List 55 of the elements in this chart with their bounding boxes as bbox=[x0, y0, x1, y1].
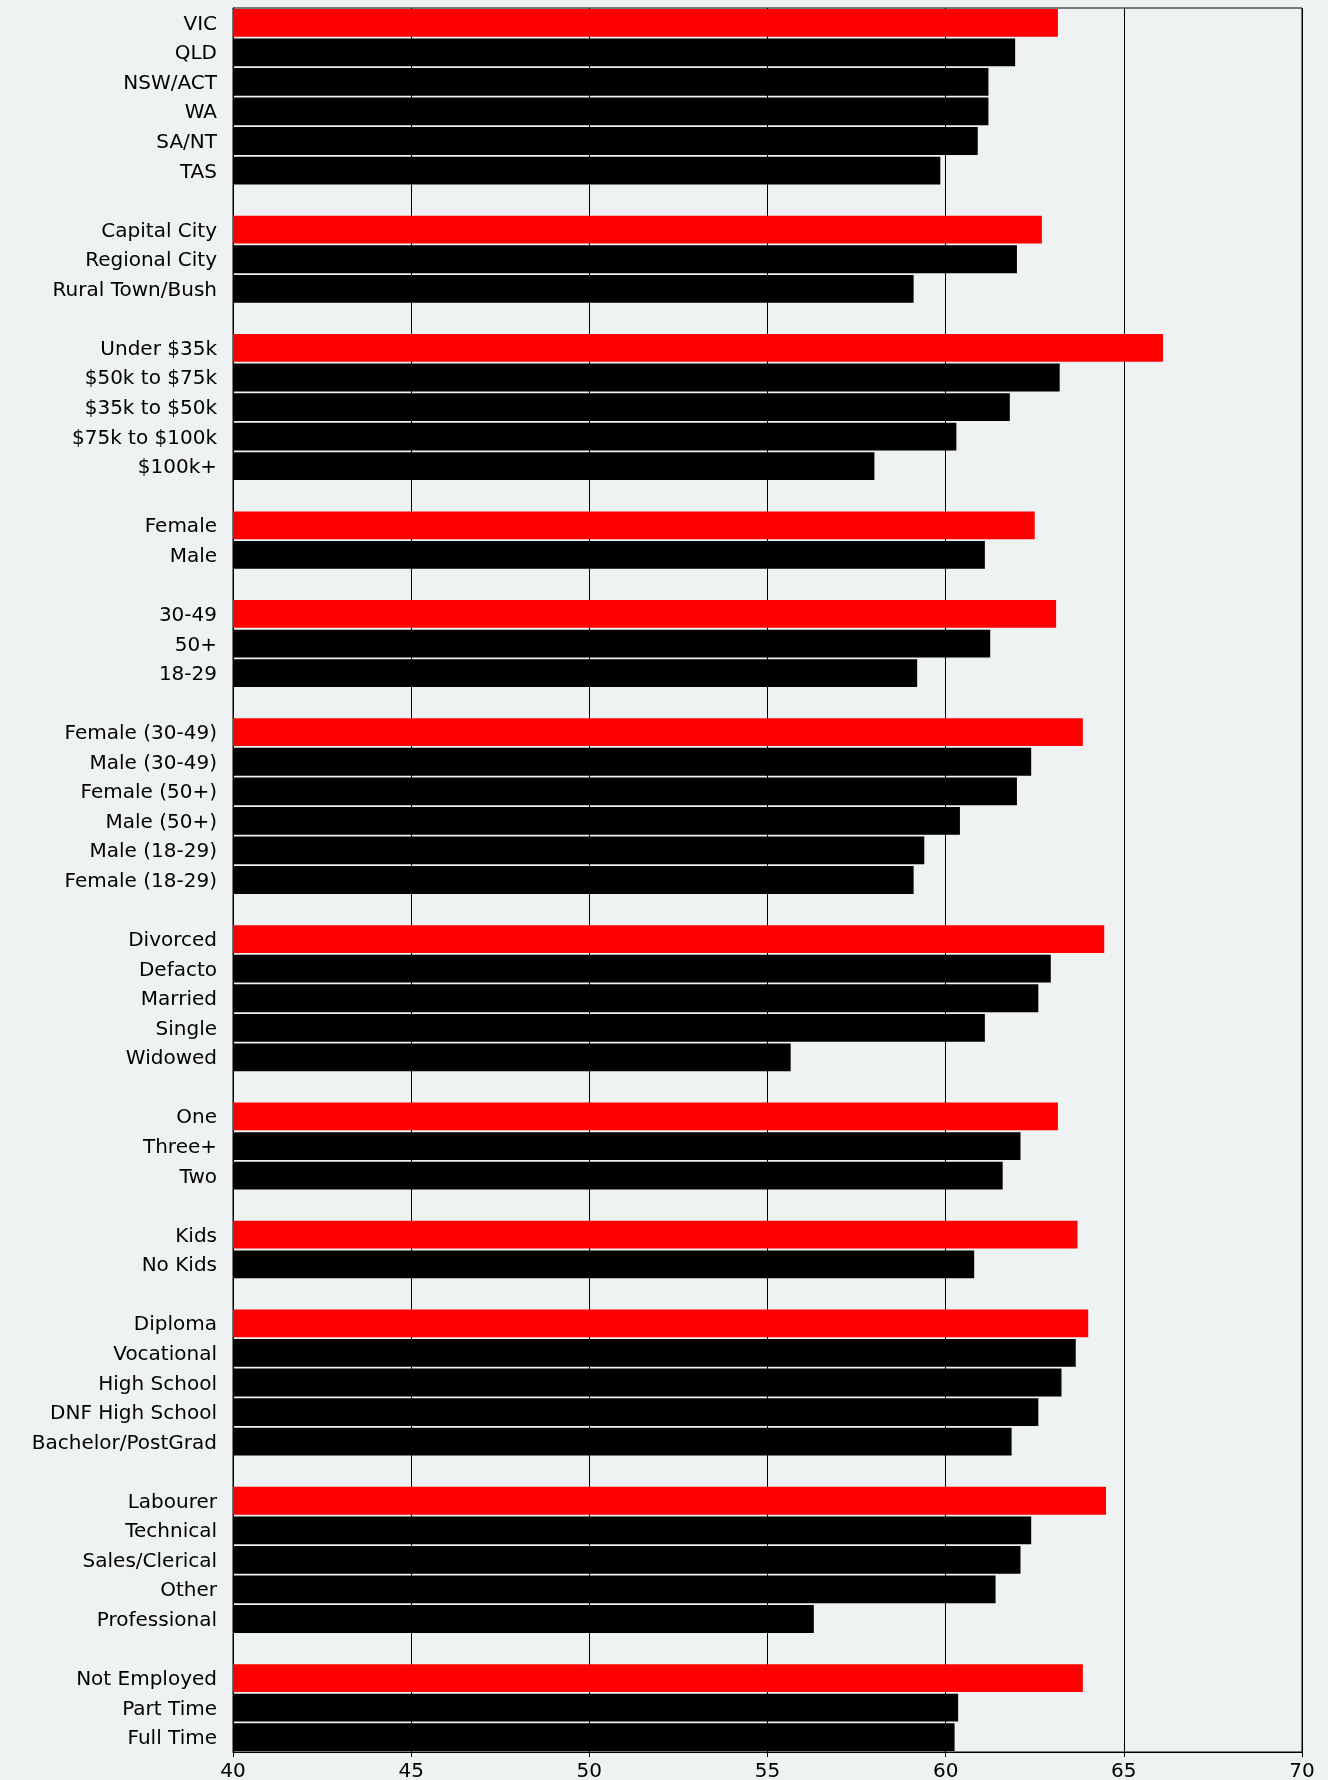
y-tick-label: NSW/ACT bbox=[123, 69, 218, 94]
x-tick-label: 40 bbox=[220, 1758, 246, 1780]
y-tick-label: Female (30-49) bbox=[64, 720, 217, 745]
y-tick-label: Female (50+) bbox=[80, 779, 217, 804]
y-tick-label: Three+ bbox=[141, 1134, 217, 1159]
y-tick-label: Male bbox=[169, 542, 217, 567]
y-tick-label: 18-29 bbox=[158, 661, 217, 686]
y-tick-label: VIC bbox=[183, 10, 217, 35]
y-tick-label: Labourer bbox=[127, 1488, 218, 1513]
y-tick-label: Capital City bbox=[101, 217, 218, 242]
x-tick-label: 70 bbox=[1289, 1758, 1315, 1780]
y-tick-label: $50k to $75k bbox=[84, 365, 218, 390]
y-tick-label: Kids bbox=[175, 1222, 217, 1247]
y-tick-label: Sales/Clerical bbox=[82, 1547, 217, 1572]
x-tick-label: 55 bbox=[754, 1758, 781, 1780]
y-tick-label: Technical bbox=[124, 1518, 217, 1543]
x-tick-label: 50 bbox=[576, 1758, 603, 1780]
y-tick-label: Rural Town/Bush bbox=[52, 276, 217, 301]
y-tick-label: One bbox=[176, 1104, 217, 1129]
x-tick-label: 60 bbox=[932, 1758, 959, 1780]
y-tick-label: Male (18-29) bbox=[89, 838, 217, 863]
x-tick-label: 65 bbox=[1111, 1758, 1137, 1780]
y-tick-label: Married bbox=[140, 986, 217, 1011]
y-tick-label: Male (50+) bbox=[105, 808, 217, 833]
y-tick-label: Regional City bbox=[85, 247, 218, 272]
y-tick-label: $35k to $50k bbox=[84, 395, 218, 420]
y-tick-label: 30-49 bbox=[158, 601, 217, 626]
y-tick-label: DNF High School bbox=[50, 1400, 217, 1425]
y-tick-label: Divorced bbox=[128, 927, 217, 952]
y-tick-label: Diploma bbox=[133, 1311, 217, 1336]
y-tick-label: Female (18-29) bbox=[64, 868, 217, 892]
y-tick-label: 50+ bbox=[174, 631, 217, 656]
y-tick-label: Defacto bbox=[138, 956, 217, 981]
x-tick-label: 45 bbox=[398, 1758, 424, 1780]
y-tick-label: $75k to $100k bbox=[71, 424, 218, 449]
y-tick-label: Widowed bbox=[125, 1045, 217, 1070]
y-tick-label: Bachelor/PostGrad bbox=[31, 1429, 217, 1454]
y-tick-label: WA bbox=[184, 99, 218, 124]
y-tick-label: Single bbox=[155, 1015, 217, 1040]
y-tick-label: High School bbox=[98, 1370, 217, 1395]
y-tick-label: Other bbox=[160, 1577, 218, 1602]
y-tick-label: Vocational bbox=[113, 1340, 217, 1365]
y-tick-label: $100k+ bbox=[137, 454, 217, 479]
y-tick-label: Male (30-49) bbox=[89, 749, 217, 774]
y-tick-label: Full Time bbox=[127, 1725, 217, 1750]
y-tick-label: TAS bbox=[178, 158, 217, 183]
y-tick-label: No Kids bbox=[141, 1252, 217, 1277]
y-tick-label: Under $35k bbox=[100, 335, 218, 360]
y-tick-label: Professional bbox=[96, 1606, 217, 1631]
y-tick-label: QLD bbox=[174, 40, 217, 65]
y-tick-label: Part Time bbox=[122, 1695, 217, 1720]
y-tick-label: Two bbox=[178, 1163, 217, 1188]
y-tick-label: Female bbox=[144, 513, 217, 538]
y-tick-label: SA/NT bbox=[156, 129, 218, 154]
y-tick-label: Not Employed bbox=[76, 1666, 217, 1691]
